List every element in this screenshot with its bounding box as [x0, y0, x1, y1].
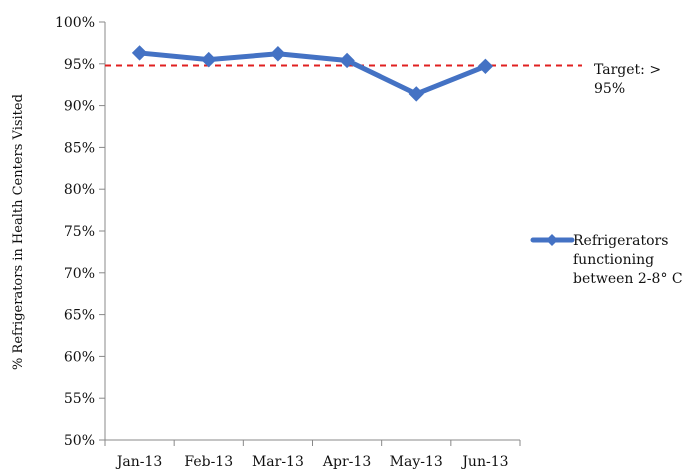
- x-tick-label: Feb-13: [184, 454, 233, 470]
- legend-label: between 2-8° C: [573, 271, 683, 287]
- legend-marker: [546, 234, 558, 246]
- x-tick-label: Apr-13: [322, 454, 371, 470]
- legend-label: functioning: [573, 252, 654, 268]
- target-label: 95%: [594, 81, 625, 97]
- y-tick-label: 95%: [64, 57, 95, 73]
- data-point: [339, 52, 355, 69]
- y-tick-label: 90%: [64, 99, 95, 115]
- y-tick-label: 100%: [55, 15, 95, 31]
- x-tick-label: Jan-13: [115, 454, 163, 470]
- series-line: [137, 50, 488, 97]
- y-tick-label: 85%: [64, 140, 95, 156]
- y-axis-title: % Refrigerators in Health Centers Visite…: [11, 94, 26, 370]
- y-tick-label: 60%: [64, 349, 95, 365]
- x-tick-label: Jun-13: [460, 454, 508, 470]
- series-group: [131, 45, 494, 102]
- data-point: [131, 45, 148, 61]
- x-tick-label: May-13: [390, 454, 443, 470]
- data-point: [477, 58, 494, 75]
- y-tick-label: 55%: [64, 391, 95, 407]
- x-axis: Jan-13 Feb-13 Mar-13 Apr-13 May-13 Jun-13: [104, 439, 521, 470]
- data-point: [201, 51, 217, 68]
- y-tick-label: 75%: [64, 224, 95, 240]
- y-axis: 50% 55% 60% 65% 70% 75% 80% 85% 90% 95% 100%: [55, 15, 106, 449]
- legend: Refrigerators functioning between 2-8° C: [530, 233, 683, 287]
- data-point: [270, 46, 286, 62]
- y-tick-label: 70%: [64, 266, 95, 282]
- y-tick-label: 65%: [64, 308, 95, 324]
- legend-label: Refrigerators: [573, 233, 668, 249]
- y-tick-label: 80%: [64, 182, 95, 198]
- x-tick-label: Mar-13: [252, 454, 304, 470]
- target-label: Target: >: [594, 62, 661, 78]
- y-tick-label: 50%: [64, 433, 95, 449]
- target-line-group: Target: > 95%: [105, 62, 661, 97]
- data-point: [408, 86, 424, 102]
